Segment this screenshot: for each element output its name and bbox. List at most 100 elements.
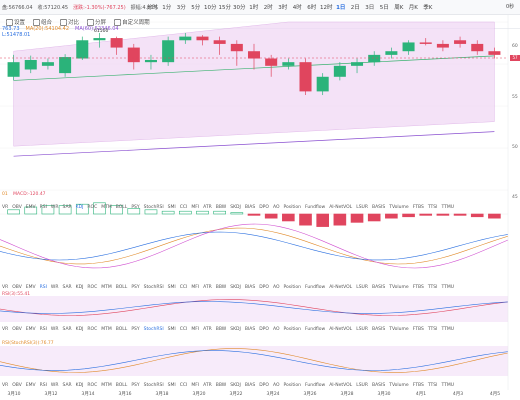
- indicator-tab[interactable]: BASIS: [371, 326, 386, 332]
- interval-tab[interactable]: 30分: [233, 5, 246, 11]
- indicator-tab[interactable]: BASIS: [371, 382, 386, 388]
- indicator-tab[interactable]: BASIS: [371, 204, 386, 210]
- indicator-tab[interactable]: BIAS: [244, 204, 256, 210]
- indicator-tab[interactable]: BBW: [215, 326, 227, 332]
- indicator-tab[interactable]: PSY: [131, 204, 140, 210]
- indicator-tab[interactable]: BIAS: [244, 382, 256, 388]
- indicator-tab[interactable]: PSY: [131, 284, 140, 290]
- indicator-tab[interactable]: TVolume: [389, 204, 409, 210]
- indicator-tab[interactable]: LSUR: [356, 284, 368, 290]
- indicator-tab[interactable]: FTBS: [412, 326, 424, 332]
- interval-tab[interactable]: 2日: [350, 5, 360, 11]
- indicator-tab[interactable]: OBV: [12, 382, 22, 388]
- indicator-tab[interactable]: EMV: [25, 284, 36, 290]
- interval-tab[interactable]: 4时: [292, 5, 302, 11]
- indicator-tab[interactable]: VR: [2, 204, 9, 210]
- indicator-tab[interactable]: MFI: [191, 284, 200, 290]
- indicator-tab[interactable]: StochRSI: [143, 326, 164, 332]
- indicator-tab[interactable]: Position: [283, 326, 302, 332]
- indicator-tab[interactable]: OBV: [12, 204, 22, 210]
- interval-tab[interactable]: 1分: [162, 5, 172, 11]
- indicator-tab[interactable]: PSY: [131, 382, 140, 388]
- indicator-tab[interactable]: EMV: [25, 382, 36, 388]
- interval-tab[interactable]: 2时: [263, 5, 273, 11]
- indicator-tab[interactable]: DPO: [259, 204, 269, 210]
- indicator-tab[interactable]: ROC: [87, 326, 98, 332]
- indicator-tab[interactable]: EMV: [25, 204, 36, 210]
- indicator-tab[interactable]: StochRSI: [143, 284, 164, 290]
- interval-tab[interactable]: 10分: [204, 5, 217, 11]
- indicator-tab[interactable]: TVolume: [389, 284, 409, 290]
- indicator-tab[interactable]: DPO: [259, 382, 269, 388]
- indicator-tab[interactable]: SMI: [167, 204, 176, 210]
- interval-tab[interactable]: 月K: [408, 5, 418, 11]
- indicator-tab[interactable]: MFI: [191, 326, 200, 332]
- indicator-tab[interactable]: MTM: [101, 382, 112, 388]
- indicator-tab[interactable]: VR: [2, 326, 9, 332]
- indicator-tab[interactable]: Fundflow: [305, 284, 326, 290]
- indicator-tab[interactable]: ROC: [87, 382, 98, 388]
- indicator-tab[interactable]: TTSI: [427, 204, 438, 210]
- indicator-tab[interactable]: AI-NetVOL: [329, 326, 353, 332]
- indicator-tab[interactable]: ATR: [203, 382, 212, 388]
- indicator-tab[interactable]: Fundflow: [305, 382, 326, 388]
- indicator-tab[interactable]: OBV: [12, 284, 22, 290]
- indicator-tab[interactable]: Position: [283, 204, 302, 210]
- indicator-tab[interactable]: BOLL: [115, 284, 128, 290]
- indicator-tab[interactable]: AO: [272, 204, 280, 210]
- indicator-tab[interactable]: DPO: [259, 284, 269, 290]
- indicator-tab[interactable]: BIAS: [244, 326, 256, 332]
- indicator-tab[interactable]: SAR: [62, 326, 72, 332]
- indicator-tab[interactable]: BBW: [215, 204, 227, 210]
- indicator-tab[interactable]: BIAS: [244, 284, 256, 290]
- indicator-tab[interactable]: ROC: [87, 284, 98, 290]
- interval-tab[interactable]: 6时: [307, 5, 317, 11]
- indicator-tab[interactable]: WR: [50, 284, 59, 290]
- indicator-tab[interactable]: BOLL: [115, 326, 128, 332]
- interval-tab[interactable]: 5日: [379, 5, 389, 11]
- indicator-tab[interactable]: BOLL: [115, 382, 128, 388]
- indicator-tab[interactable]: TVolume: [389, 326, 409, 332]
- indicator-tab[interactable]: SAR: [62, 204, 72, 210]
- indicator-tab[interactable]: AI-NetVOL: [329, 284, 353, 290]
- indicator-tab[interactable]: CCI: [179, 204, 188, 210]
- indicator-tab[interactable]: KDJ: [75, 204, 84, 210]
- interval-tab[interactable]: 1日: [336, 5, 346, 11]
- indicator-tab[interactable]: FTBS: [412, 382, 424, 388]
- indicator-tab[interactable]: KDJ: [75, 382, 84, 388]
- indicator-tab[interactable]: AI-NetVOL: [329, 204, 353, 210]
- indicator-tab[interactable]: Fundflow: [305, 204, 326, 210]
- indicator-tab[interactable]: MFI: [191, 204, 200, 210]
- indicator-tab[interactable]: TTMU: [441, 326, 455, 332]
- interval-tab[interactable]: 分时: [146, 5, 158, 11]
- indicator-tab[interactable]: WR: [50, 382, 59, 388]
- indicator-tab[interactable]: SKDJ: [230, 326, 241, 332]
- interval-tab[interactable]: 3分: [176, 5, 186, 11]
- indicator-tab[interactable]: TTSI: [427, 382, 438, 388]
- indicator-tab[interactable]: KDJ: [75, 284, 84, 290]
- interval-tab[interactable]: 12时: [320, 5, 333, 11]
- indicator-tab[interactable]: MTM: [101, 204, 112, 210]
- interval-tab[interactable]: 3日: [365, 5, 375, 11]
- indicator-tab[interactable]: EMV: [25, 326, 36, 332]
- indicator-tab[interactable]: FTBS: [412, 204, 424, 210]
- indicator-tab[interactable]: RSI: [39, 382, 47, 388]
- indicator-tab[interactable]: MTM: [101, 284, 112, 290]
- indicator-tab[interactable]: RSI: [39, 284, 47, 290]
- indicator-tab[interactable]: BBW: [215, 284, 227, 290]
- indicator-tab[interactable]: LSUR: [356, 326, 368, 332]
- indicator-tab[interactable]: Position: [283, 284, 302, 290]
- indicator-tab[interactable]: SAR: [62, 382, 72, 388]
- indicator-tab[interactable]: SMI: [167, 284, 176, 290]
- indicator-tab[interactable]: DPO: [259, 326, 269, 332]
- indicator-tab[interactable]: SKDJ: [230, 204, 241, 210]
- indicator-tab[interactable]: RSI: [39, 326, 47, 332]
- indicator-tab[interactable]: BBW: [215, 382, 227, 388]
- interval-tab[interactable]: 3时: [278, 5, 288, 11]
- indicator-tab[interactable]: SMI: [167, 382, 176, 388]
- indicator-tab[interactable]: TTMU: [441, 382, 455, 388]
- indicator-tab[interactable]: WR: [50, 204, 59, 210]
- interval-tab[interactable]: 周K: [394, 5, 404, 11]
- indicator-tab[interactable]: StochRSI: [143, 204, 164, 210]
- indicator-tab[interactable]: VR: [2, 382, 9, 388]
